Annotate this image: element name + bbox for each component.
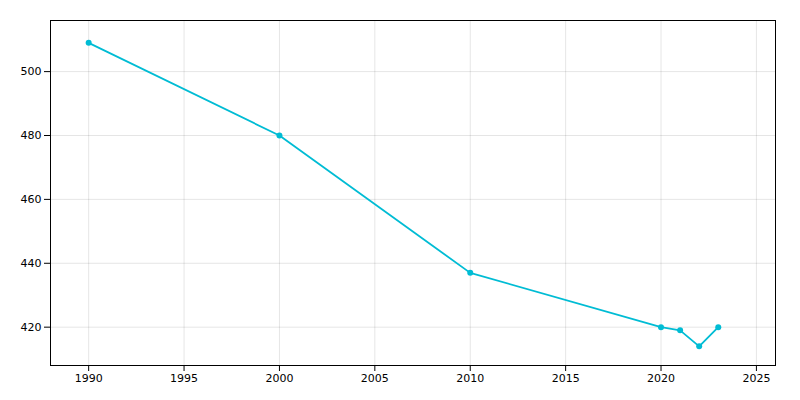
svg-text:2020: 2020 [647, 372, 675, 385]
svg-text:2005: 2005 [361, 372, 389, 385]
svg-text:2010: 2010 [456, 372, 484, 385]
svg-text:420: 420 [21, 321, 42, 334]
svg-text:2025: 2025 [742, 372, 770, 385]
svg-text:2000: 2000 [265, 372, 293, 385]
svg-text:1995: 1995 [170, 372, 198, 385]
svg-text:1990: 1990 [75, 372, 103, 385]
svg-text:500: 500 [21, 65, 42, 78]
svg-text:440: 440 [21, 257, 42, 270]
svg-text:2015: 2015 [552, 372, 580, 385]
svg-text:460: 460 [21, 193, 42, 206]
svg-text:480: 480 [21, 129, 42, 142]
